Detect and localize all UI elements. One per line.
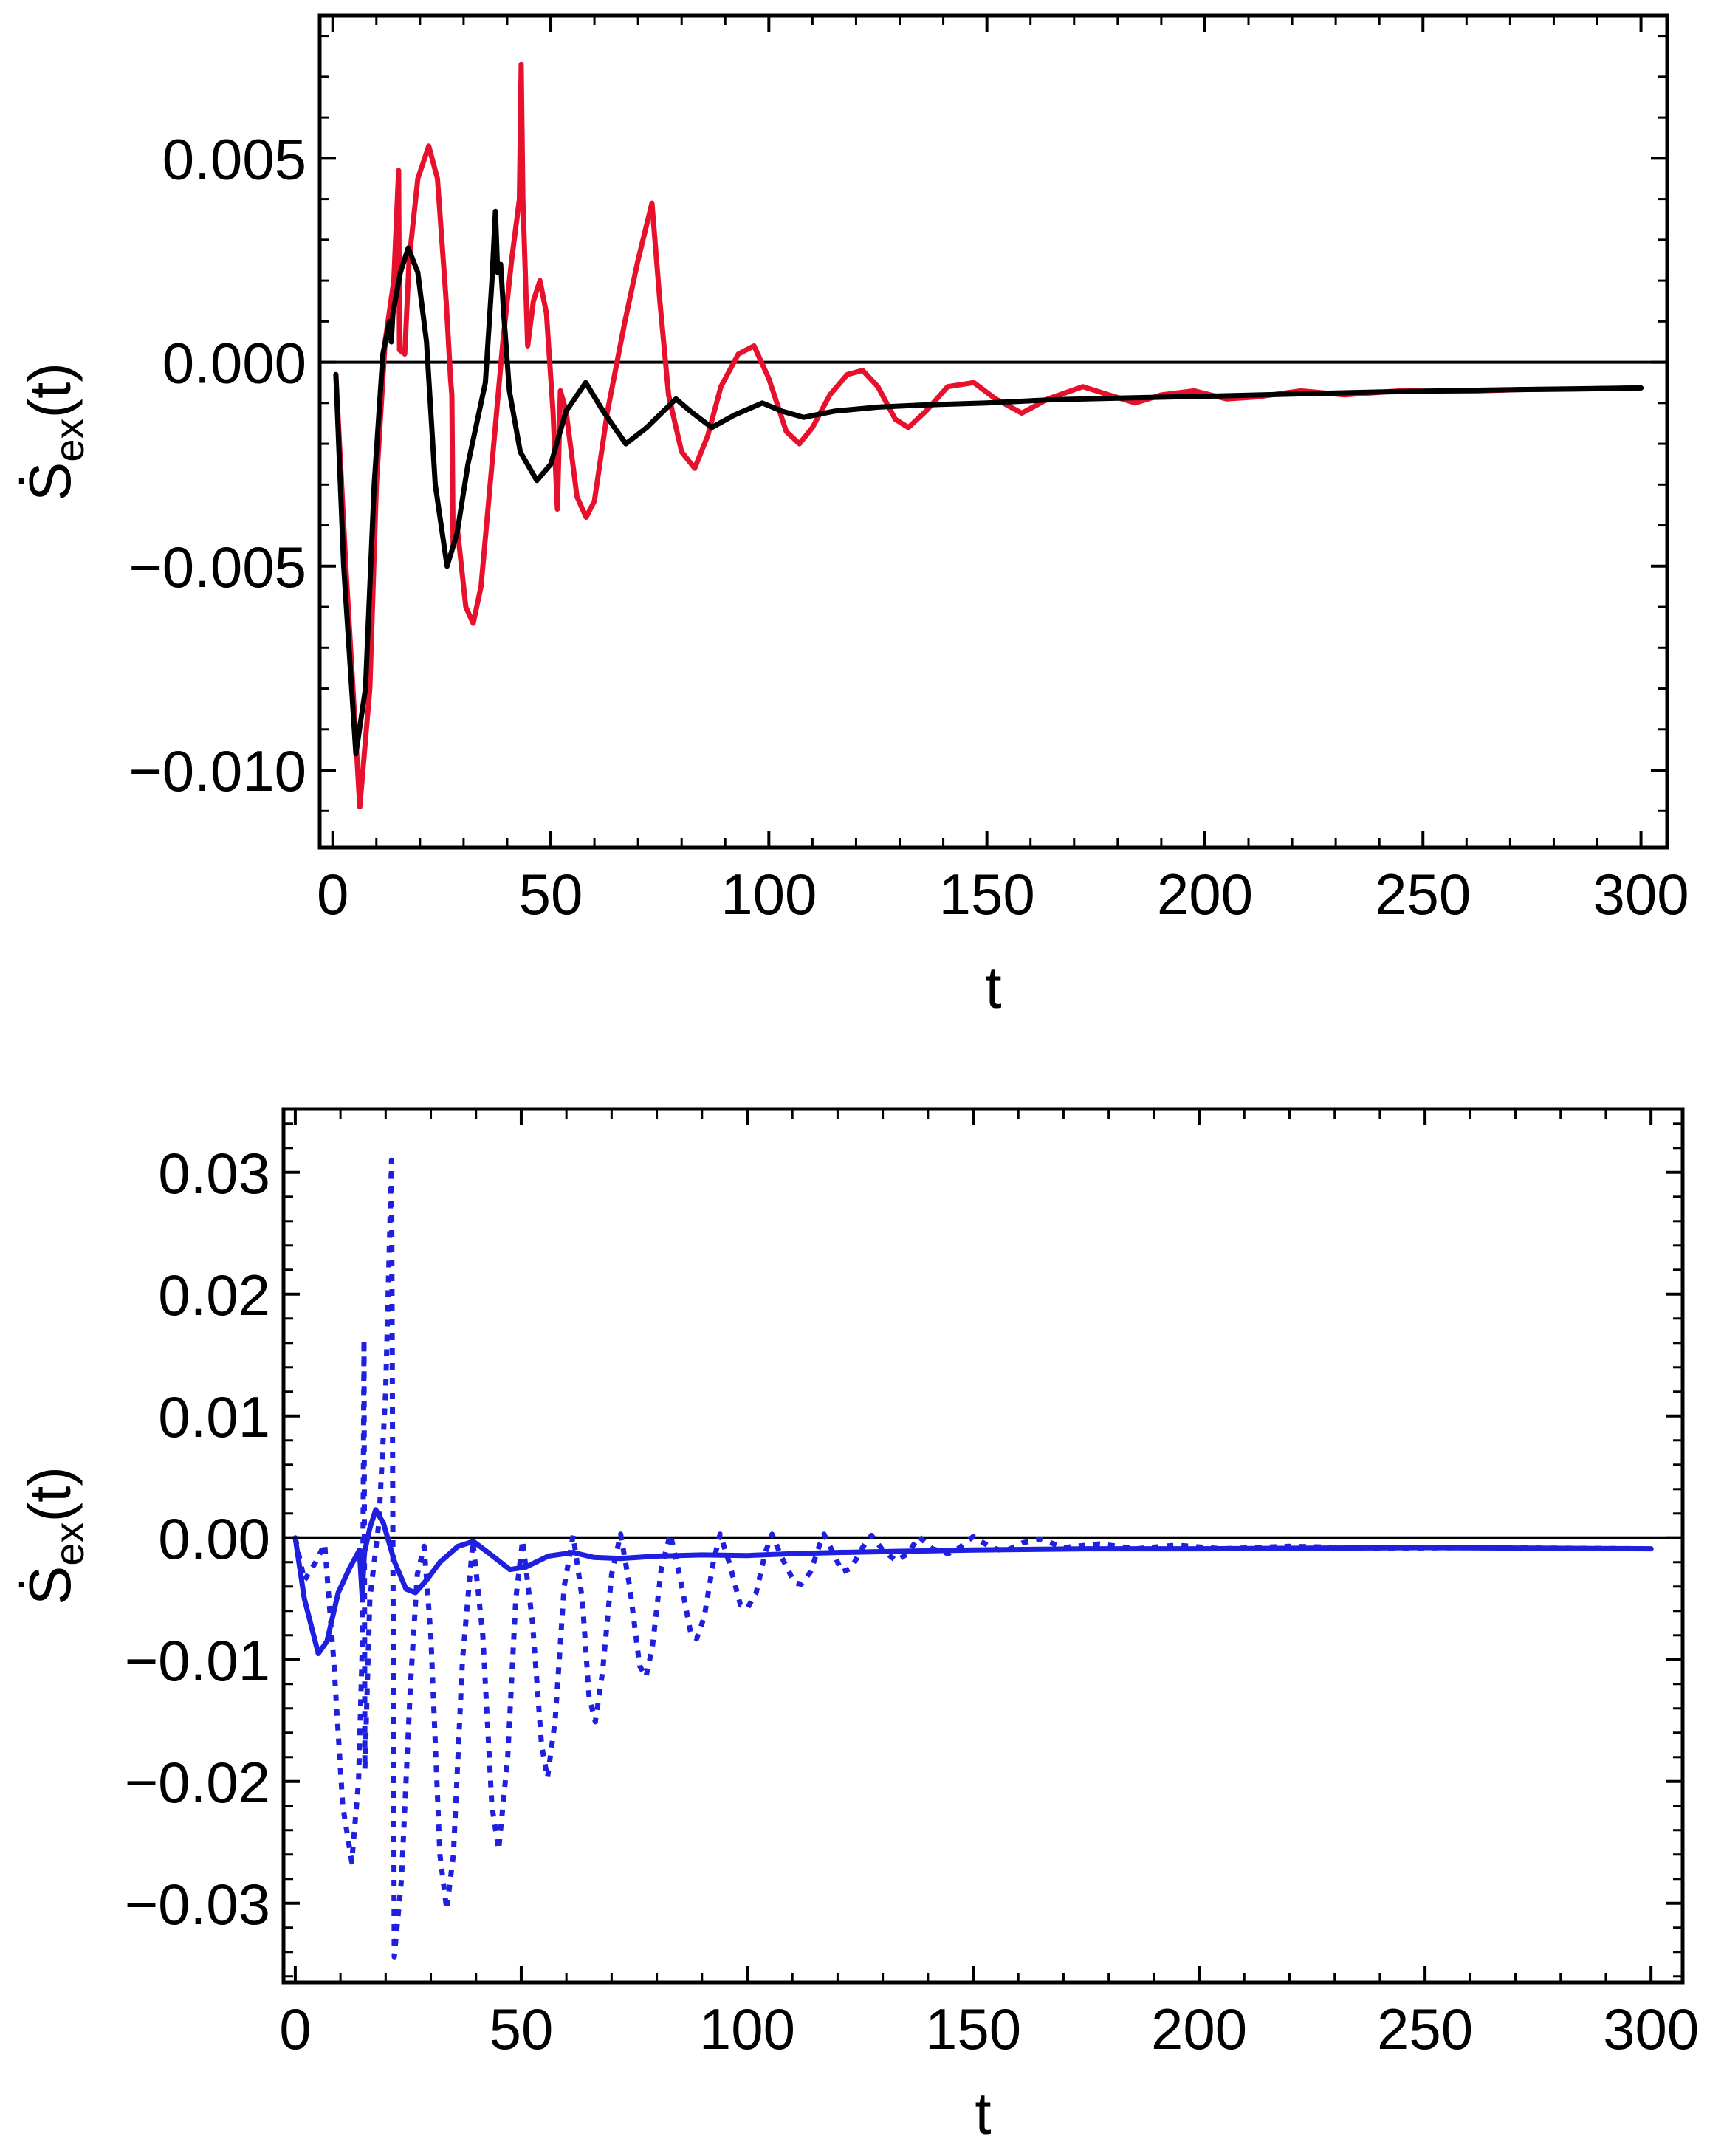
x-tick-label: 0 — [317, 862, 348, 927]
y-tick-label: 0.03 — [158, 1141, 270, 1206]
x-tick-label: 100 — [721, 862, 817, 927]
plot-frame — [281, 1107, 1685, 1985]
y-tick-label: −0.005 — [128, 535, 306, 600]
series-group — [292, 1157, 1654, 1960]
x-tick-label: 300 — [1593, 862, 1689, 927]
bottom-chart-svg: 0 50 100 150 200 250 300 0.03 0.02 0.01 0.00 −0.01 −… — [17, 1107, 1699, 2146]
y-axis-title: Ṡex(t) — [17, 363, 92, 501]
y-axis-title: Ṡex(t) — [17, 1466, 92, 1605]
series-blue-solid-line — [292, 1507, 1654, 1656]
bottom-chart-panel: 0 50 100 150 200 250 300 0.03 0.02 0.01 0.00 −0.01 −… — [0, 1048, 1724, 2156]
x-tick-label: 150 — [925, 1997, 1021, 2061]
plot-frame — [317, 13, 1669, 850]
x-tick-label: 50 — [519, 862, 583, 927]
x-axis-title: t — [975, 2081, 991, 2146]
y-tick-label: −0.03 — [125, 1872, 270, 1937]
series-group — [333, 61, 1644, 810]
top-chart-svg: 0 50 100 150 200 250 300 0.005 0.000 −0.005 −0.010… — [17, 13, 1689, 1020]
x-tick-label: 250 — [1375, 862, 1471, 927]
y-tick-label: 0.005 — [162, 126, 306, 191]
x-tick-label: 200 — [1157, 862, 1253, 927]
y-tick-label: −0.010 — [128, 738, 306, 803]
x-tick-label: 300 — [1603, 1997, 1699, 2061]
y-tick-label: 0.000 — [162, 331, 306, 396]
x-tick-label: 150 — [939, 862, 1035, 927]
series-black-line — [333, 208, 1644, 757]
y-tick-label: 0.00 — [158, 1506, 270, 1571]
x-tick-label: 250 — [1377, 1997, 1473, 2061]
top-chart-panel: 0 50 100 150 200 250 300 0.005 0.000 −0.005 −0.010… — [0, 0, 1724, 1048]
y-tick-label: 0.01 — [158, 1384, 270, 1449]
x-tick-label: 100 — [699, 1997, 795, 2061]
series-red-line — [333, 61, 1644, 810]
y-tick-label: −0.01 — [125, 1628, 270, 1693]
y-tick-label: 0.02 — [158, 1263, 270, 1328]
x-tick-label: 50 — [490, 1997, 554, 2061]
x-tick-label: 200 — [1151, 1997, 1247, 2061]
y-tick-label: −0.02 — [125, 1750, 270, 1815]
x-tick-label: 0 — [279, 1997, 311, 2061]
x-axis-title: t — [985, 955, 1001, 1020]
series-blue-dotted-line — [292, 1157, 1652, 1960]
